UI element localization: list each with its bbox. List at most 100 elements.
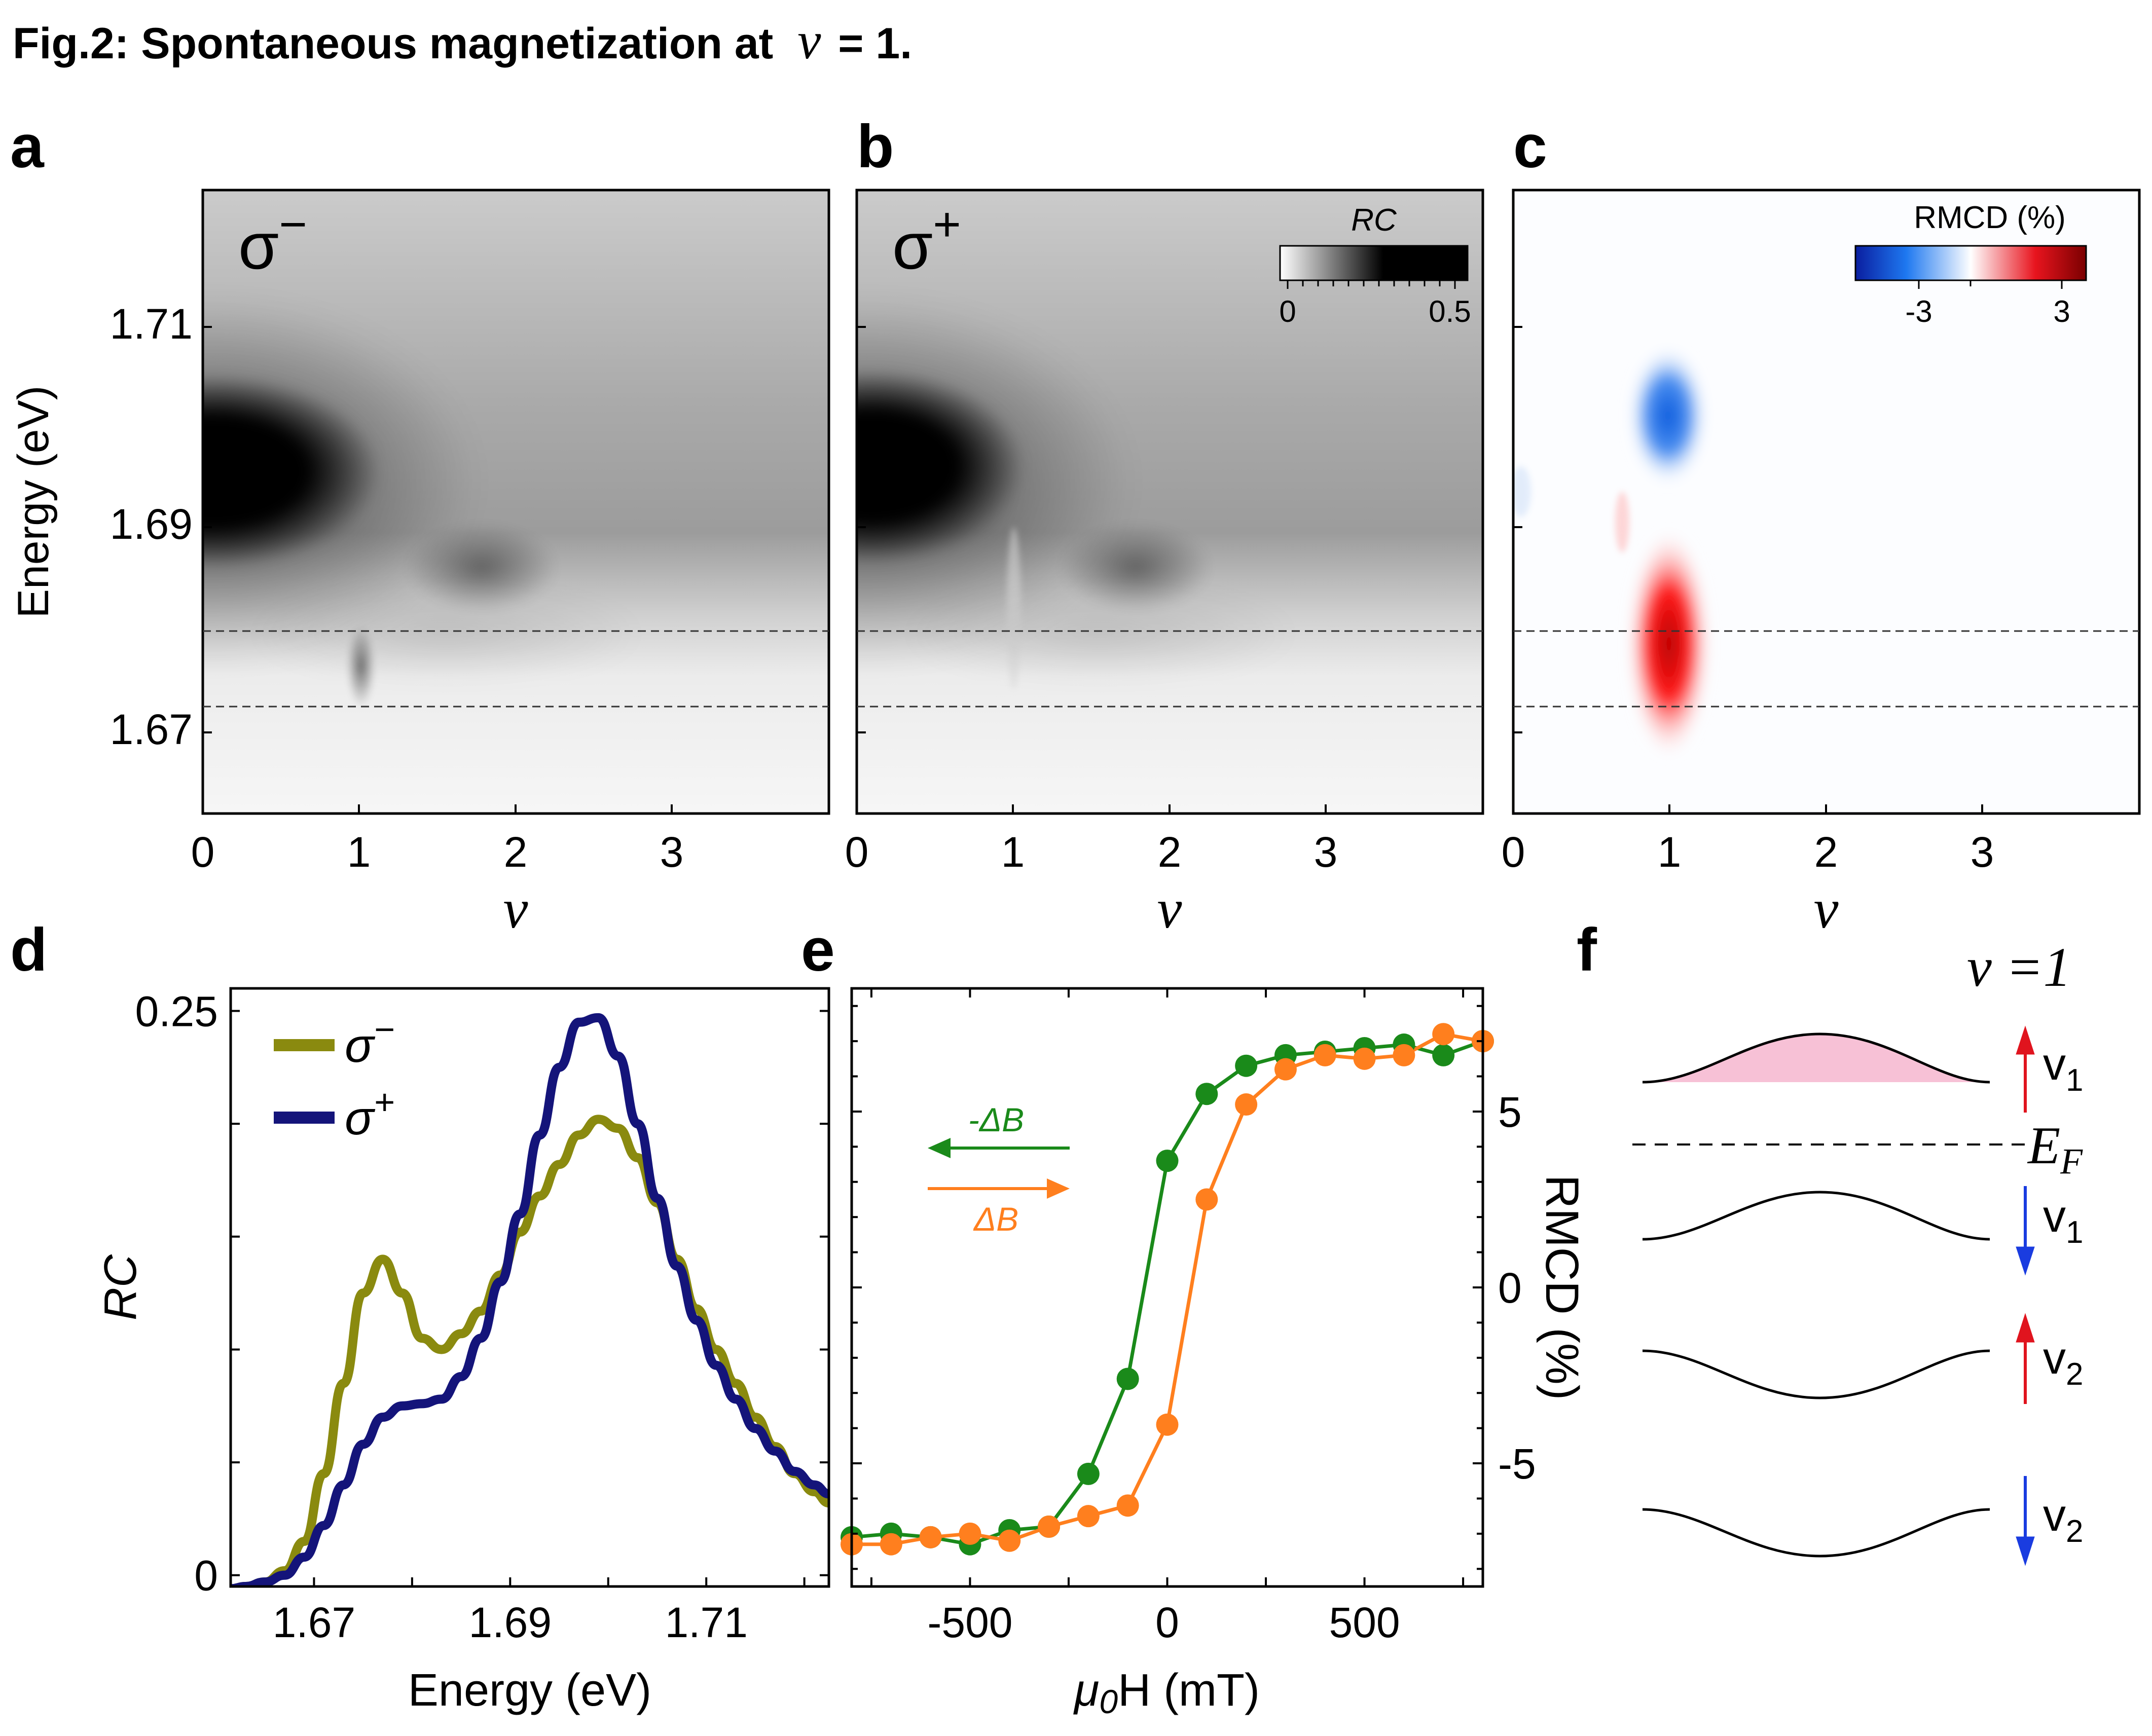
ytick-label-e: 5 [1498, 1088, 1522, 1136]
chart-e-axes: -500 0 500 5 0 -5 [852, 988, 1536, 1646]
sweep-legend: -ΔB ΔB [928, 1101, 1070, 1238]
data-point-sweep-up [1195, 1188, 1218, 1211]
chart-e-series [841, 1023, 1494, 1556]
xtick-c-1: 1 [1658, 828, 1682, 876]
series-line-sweep-up [852, 1032, 1483, 1546]
spin-up-arrow-icon [2016, 1025, 2035, 1113]
band-label-v2-up: v2 [2043, 1333, 2083, 1392]
panel-letter-d: d [10, 916, 47, 984]
xlabel-d: Energy (eV) [408, 1665, 651, 1716]
xtick-label-d: 1.71 [665, 1599, 748, 1646]
spin-up-arrow-icon [2016, 1313, 2035, 1404]
sweep-up-label: ΔB [973, 1200, 1018, 1238]
sweep-down-label: -ΔB [968, 1101, 1024, 1138]
xtick-c-2: 2 [1814, 828, 1838, 876]
colorbar-rmcd-min: -3 [1905, 294, 1932, 328]
series-line-sigma-plus [231, 1013, 829, 1586]
colorbar-rc-min: 0 [1279, 294, 1296, 328]
heatmap-b [857, 190, 1483, 814]
xtick-b-3: 3 [1314, 828, 1338, 876]
data-point-sweep-up [1393, 1044, 1415, 1066]
colorbar-rmcd-title: RMCD (%) [1914, 200, 2066, 235]
ytick-a-1: 1.71 [110, 300, 193, 348]
xlabel-a: ν [503, 878, 528, 940]
filling-label: ν =1 [1967, 936, 2071, 998]
heatmap-a [203, 190, 829, 814]
legend-label-sigma-minus: σ− [345, 1010, 394, 1073]
xtick-b-1: 1 [1001, 828, 1025, 876]
polarization-label-b: σ+ [892, 198, 961, 283]
data-point-sweep-up [1353, 1047, 1376, 1070]
data-point-sweep-down [1195, 1083, 1218, 1105]
panel-letter-b: b [857, 113, 894, 180]
data-point-sweep-down [1235, 1054, 1258, 1077]
panel-letter-a: a [10, 113, 45, 180]
ytick-label-d: 0 [194, 1552, 218, 1600]
xtick-a-0: 0 [191, 828, 215, 876]
sweep-down-arrowhead [928, 1138, 951, 1158]
band-label-v2-down: v2 [2043, 1490, 2083, 1549]
xlabel-e: μ0H (mT) [1073, 1665, 1260, 1720]
figure-title: Fig.2: Spontaneous magnetization at ν = … [13, 12, 912, 70]
xtick-c-0: 0 [1502, 828, 1525, 876]
band-v1-down [1642, 1191, 1990, 1241]
xtick-a-2: 2 [504, 828, 528, 876]
colorbar-rc-title: RC [1351, 203, 1397, 238]
sweep-up-arrowhead [1047, 1178, 1070, 1199]
data-point-sweep-up [1077, 1505, 1100, 1528]
ytick-a-2: 1.69 [110, 500, 193, 548]
ytick-label-d: 0.25 [135, 988, 218, 1036]
data-point-sweep-up [1432, 1023, 1455, 1046]
xtick-a-1: 1 [347, 828, 371, 876]
panel-letter-c: c [1513, 113, 1547, 180]
xtick-b-2: 2 [1158, 828, 1182, 876]
xtick-a-3: 3 [660, 828, 684, 876]
xtick-label-e: 0 [1155, 1599, 1179, 1646]
colorbar-rc-max: 0.5 [1429, 294, 1471, 328]
colorbar-rmcd-bar [1854, 245, 2087, 281]
ylabel-e: RMCD (%) [1536, 1175, 1588, 1400]
panel-a: 1.71 1.69 1.67 0 1 2 3 Energy (eV) ν σ− [9, 189, 830, 940]
colorbar-rmcd: RMCD (%) -3 3 [1854, 200, 2087, 328]
frame-e [850, 987, 1484, 1588]
data-point-sweep-up [1038, 1516, 1061, 1538]
xtick-b-0: 0 [845, 828, 869, 876]
ytick-label-e: 0 [1498, 1264, 1522, 1312]
occupied-band-fill [1643, 1034, 1990, 1082]
colorbar-rc-bar [1279, 245, 1469, 281]
panel-e: -500 0 500 5 0 -5 RMCD (%) μ0H (mT) -ΔB ΔB [841, 987, 1588, 1720]
ylabel-a: Energy (eV) [9, 386, 58, 618]
data-point-sweep-down [1156, 1150, 1179, 1172]
xtick-label-e: 500 [1329, 1599, 1400, 1646]
panel-d: 0.25 0 1.67 1.69 1.71 RC Energy (eV) σ− σ+ [95, 987, 830, 1716]
xtick-label-d: 1.69 [469, 1599, 552, 1646]
data-point-sweep-up [880, 1533, 902, 1556]
xlabel-b: ν [1157, 878, 1182, 940]
panel-letter-e: e [801, 916, 835, 984]
data-point-sweep-up [1235, 1093, 1258, 1116]
band-label-v1-up: v1 [2043, 1039, 2083, 1098]
heatmap-c [1513, 190, 2139, 814]
panel-c: 0 1 2 3 ν RMCD (%) -3 3 [1502, 189, 2141, 940]
data-point-sweep-up [959, 1522, 981, 1545]
legend-label-sigma-plus: σ+ [345, 1082, 394, 1145]
series-line-sigma-minus [231, 1115, 829, 1586]
fermi-level-label: EF [2027, 1116, 2083, 1181]
band-v2-down [1642, 1508, 1990, 1558]
chart-d-lines [231, 1013, 829, 1586]
ylabel-d: RC [95, 1254, 146, 1320]
ytick-a-3: 1.67 [110, 706, 193, 753]
ytick-label-e: -5 [1498, 1440, 1536, 1488]
data-point-sweep-down [1432, 1044, 1455, 1066]
xtick-c-3: 3 [1971, 828, 1994, 876]
panel-letter-f: f [1577, 916, 1597, 984]
band-label-v1-down: v1 [2043, 1191, 2083, 1250]
data-point-sweep-up [1314, 1044, 1336, 1066]
xtick-label-d: 1.67 [273, 1599, 356, 1646]
panel-b: 0 1 2 3 ν σ+ RC 0 0.5 [845, 189, 1484, 940]
colorbar-rmcd-max: 3 [2053, 294, 2070, 328]
xtick-label-e: -500 [927, 1599, 1012, 1646]
data-point-sweep-down [1077, 1462, 1100, 1485]
rmcd-positive-lobe [1626, 527, 1712, 760]
